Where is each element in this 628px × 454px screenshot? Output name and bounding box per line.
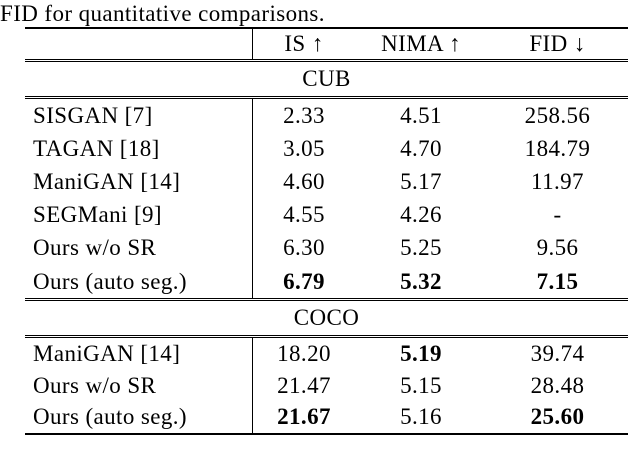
header-col-is: IS ↑	[284, 31, 324, 56]
method-cell: Ours (auto seg.)	[25, 264, 253, 299]
table-row: Ours (auto seg.) 6.79 5.32 7.15	[25, 264, 628, 299]
value-cell: 184.79	[524, 135, 591, 161]
method-cell: Ours (auto seg.)	[25, 401, 253, 433]
value-cell: 6.30	[283, 235, 325, 261]
table-row: ManiGAN [14] 4.60 5.17 11.97	[25, 165, 628, 199]
quantitative-comparison-table: IS ↑ NIMA ↑ FID ↓ CUB SISGAN [7] 2.33 4.51 2…	[25, 27, 628, 435]
header-col-nima: NIMA ↑	[381, 31, 461, 56]
table-row: SISGAN [7] 2.33 4.51 258.56	[25, 99, 628, 133]
double-rule	[25, 298, 628, 302]
section-band-cub: CUB	[302, 66, 351, 91]
value-cell: 5.32	[400, 268, 442, 294]
table-row: Ours (auto seg.) 21.67 5.16 25.60	[25, 401, 628, 433]
table-row: Ours w/o SR 6.30 5.25 9.56	[25, 231, 628, 265]
value-cell: 258.56	[524, 102, 591, 128]
method-cell: ManiGAN [14]	[25, 165, 253, 199]
method-cell: Ours w/o SR	[25, 231, 253, 265]
table-top-rule	[25, 27, 628, 29]
method-cell: SEGMani [9]	[25, 198, 253, 232]
table-body: CUB SISGAN [7] 2.33 4.51 258.56 TAGAN [18] 3.0…	[25, 59, 628, 433]
double-rule	[25, 59, 628, 62]
value-cell: 11.97	[531, 168, 584, 194]
table-header-row: IS ↑ NIMA ↑ FID ↓	[25, 29, 628, 59]
value-cell: 39.74	[530, 340, 585, 366]
method-cell: ManiGAN [14]	[25, 338, 253, 370]
value-cell: 4.70	[400, 135, 442, 161]
value-cell: 4.51	[400, 102, 442, 128]
table-row: TAGAN [18] 3.05 4.70 184.79	[25, 132, 628, 166]
method-cell: TAGAN [18]	[25, 132, 253, 166]
double-rule	[25, 96, 628, 99]
value-cell: 5.16	[400, 404, 442, 430]
value-cell: 9.56	[536, 235, 579, 261]
value-cell: 5.17	[400, 168, 442, 194]
section-rows-coco: ManiGAN [14] 18.20 5.19 39.74 Ours w/o SR 21.…	[25, 338, 628, 433]
value-cell: 21.67	[277, 404, 331, 430]
value-cell: 2.33	[283, 102, 325, 128]
method-cell: SISGAN [7]	[25, 99, 253, 133]
value-cell: 28.48	[530, 372, 585, 398]
value-cell: 25.60	[530, 404, 585, 430]
value-cell: 5.19	[400, 340, 442, 366]
value-cell: 4.60	[283, 168, 325, 194]
table-row: ManiGAN [14] 18.20 5.19 39.74	[25, 338, 628, 370]
header-method-cell	[25, 29, 253, 59]
value-cell: 21.47	[277, 372, 331, 398]
table-bottom-rule	[25, 432, 628, 435]
value-cell: 7.15	[536, 268, 579, 294]
value-cell: -	[553, 202, 562, 228]
value-cell: 5.15	[400, 372, 442, 398]
section-band-coco: COCO	[293, 305, 360, 331]
value-cell: 6.79	[283, 268, 325, 294]
double-rule	[25, 335, 628, 339]
table-row: Ours w/o SR 21.47 5.15 28.48	[25, 369, 628, 402]
table-row: SEGMani [9] 4.55 4.26 -	[25, 198, 628, 232]
section-rows-cub: SISGAN [7] 2.33 4.51 258.56 TAGAN [18] 3.05 4.…	[25, 99, 628, 299]
value-cell: 18.20	[277, 340, 331, 366]
header-col-fid: FID ↓	[529, 31, 586, 56]
method-cell: Ours w/o SR	[25, 369, 253, 402]
value-cell: 5.25	[400, 235, 442, 261]
value-cell: 4.55	[283, 202, 325, 228]
value-cell: 4.26	[400, 202, 442, 228]
table-caption: FID for quantitative comparisons.	[0, 1, 325, 26]
value-cell: 3.05	[283, 135, 325, 161]
